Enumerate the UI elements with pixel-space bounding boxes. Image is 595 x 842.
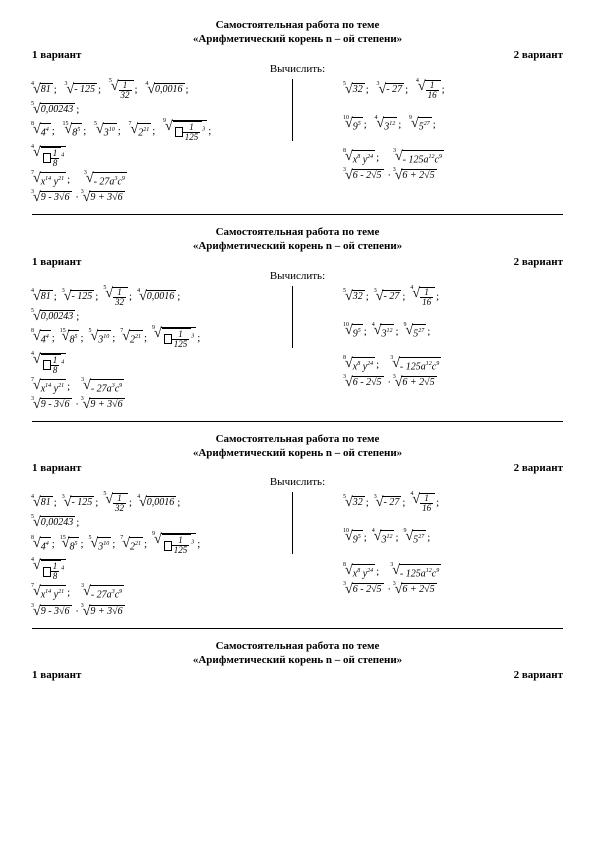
variant-2-column: 5√32;3√- 27;4√116; 10√95;4√312;9√527; 8√… (324, 284, 563, 415)
calculate-label: Вычислить: (32, 63, 563, 75)
horizontal-separator (32, 628, 563, 629)
variant-row: 1 вариант 2 вариант (32, 49, 563, 61)
title-line-1: Самостоятельная работа по теме (32, 639, 563, 653)
expr-row: 4√81; 3√- 125; 5√132; 4√0,0016; (32, 80, 320, 100)
variant-1-column: 4√81;3√- 125;5√132;4√0,0016; 5√0,00243; … (32, 490, 324, 621)
variant-1-column: 4√81; 3√- 125; 5√132; 4√0,0016; 5√0,0024… (32, 77, 324, 208)
variant-2-label: 2 вариант (514, 49, 563, 61)
title-line-1: Самостоятельная работа по теме (32, 225, 563, 239)
title-line-2: «Арифметический корень n – ой степени» (32, 446, 563, 460)
expr-row: 3√9 - 3√6 · 3√9 + 3√6 (32, 191, 320, 205)
content-area: 4√81;3√- 125;5√132;4√0,0016; 5√0,00243; … (32, 284, 563, 415)
expr-row: 5√32; 3√- 27; 4√116; (344, 80, 563, 100)
variant-2-label: 2 вариант (514, 669, 563, 681)
horizontal-separator (32, 214, 563, 215)
expr-row: 8√44; 15√85; 5√310; 7√221; 9√11253; (32, 120, 320, 143)
variant-2-label: 2 вариант (514, 462, 563, 474)
worksheet-block: Самостоятельная работа по теме «Арифмети… (32, 225, 563, 422)
title-line-1: Самостоятельная работа по теме (32, 432, 563, 446)
variant-1-label: 1 вариант (32, 49, 81, 61)
expr-row: 10√95; 4√312; 9√527; (344, 117, 563, 133)
variant-1-label: 1 вариант (32, 256, 81, 268)
calculate-label: Вычислить: (32, 476, 563, 488)
title-line-1: Самостоятельная работа по теме (32, 18, 563, 32)
expr-row: 8√x8 y24; 3√- 125a12c9 (344, 150, 563, 166)
worksheet-block: Самостоятельная работа по теме «Арифмети… (32, 432, 563, 629)
vertical-divider (292, 492, 293, 554)
variant-1-label: 1 вариант (32, 669, 81, 681)
variant-1-column: 4√81;3√- 125;5√132;4√0,0016; 5√0,00243; … (32, 284, 324, 415)
title-line-2: «Арифметический корень n – ой степени» (32, 239, 563, 253)
expr-row (344, 136, 563, 147)
expr-row: 5√0,00243; (32, 103, 320, 117)
worksheet-block: Самостоятельная работа по теме «Арифмети… (32, 639, 563, 682)
variant-row: 1 вариант 2 вариант (32, 256, 563, 268)
variant-2-label: 2 вариант (514, 256, 563, 268)
expr-row: 3√6 - 2√5 · 3√6 + 2√5 (344, 169, 563, 183)
content-area: 4√81;3√- 125;5√132;4√0,0016; 5√0,00243; … (32, 490, 563, 621)
expr-row (344, 103, 563, 114)
title-line-2: «Арифметический корень n – ой степени» (32, 653, 563, 667)
expr-row: 4√184 (32, 146, 320, 169)
vertical-divider (292, 286, 293, 348)
variant-row: 1 вариант 2 вариант (32, 669, 563, 681)
horizontal-separator (32, 421, 563, 422)
calculate-label: Вычислить: (32, 270, 563, 282)
variant-2-column: 5√32; 3√- 27; 4√116; 10√95; 4√312; 9√527… (324, 77, 563, 208)
variant-1-label: 1 вариант (32, 462, 81, 474)
worksheet-block: Самостоятельная работа по теме «Арифмети… (32, 18, 563, 215)
content-area: 4√81; 3√- 125; 5√132; 4√0,0016; 5√0,0024… (32, 77, 563, 208)
title-line-2: «Арифметический корень n – ой степени» (32, 32, 563, 46)
vertical-divider (292, 79, 293, 141)
expr-row: 7√x14 y21; 3√- 27a3c9 (32, 172, 320, 188)
variant-2-column: 5√32;3√- 27;4√116; 10√95;4√312;9√527; 8√… (324, 490, 563, 621)
variant-row: 1 вариант 2 вариант (32, 462, 563, 474)
